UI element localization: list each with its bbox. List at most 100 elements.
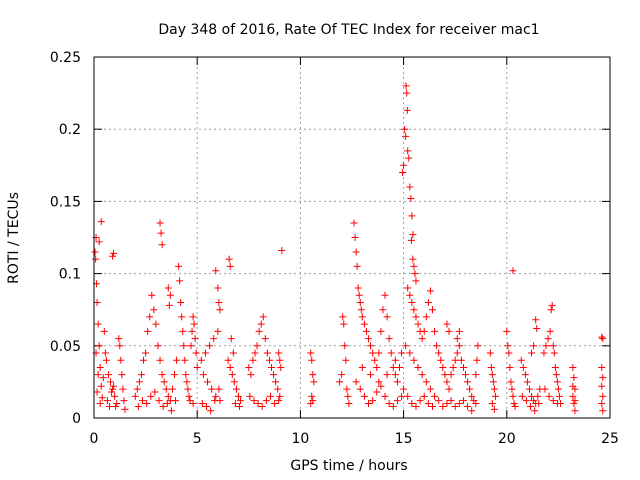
data-point xyxy=(197,356,205,364)
data-point xyxy=(381,291,389,299)
data-point xyxy=(230,378,238,386)
data-point xyxy=(406,349,414,357)
data-point xyxy=(360,320,368,328)
data-point xyxy=(531,407,539,415)
data-point xyxy=(375,349,383,357)
data-point xyxy=(379,306,387,314)
data-point xyxy=(202,402,210,410)
data-point xyxy=(176,277,184,285)
data-point xyxy=(162,385,170,393)
data-point xyxy=(206,342,214,350)
data-point xyxy=(409,231,417,239)
data-point xyxy=(441,371,449,379)
data-point xyxy=(258,402,266,410)
data-point xyxy=(102,356,110,364)
data-point xyxy=(487,363,495,371)
data-point xyxy=(198,400,206,408)
data-point xyxy=(533,324,541,332)
data-point xyxy=(274,385,282,393)
data-point xyxy=(354,284,362,292)
data-point xyxy=(165,301,173,309)
data-point xyxy=(187,342,195,350)
data-point xyxy=(411,270,419,278)
data-point xyxy=(270,371,278,379)
data-point xyxy=(246,392,254,400)
data-point xyxy=(375,378,383,386)
data-point xyxy=(369,349,377,357)
data-point xyxy=(381,392,389,400)
data-point xyxy=(598,333,606,341)
data-point xyxy=(121,405,129,413)
data-point xyxy=(424,400,432,408)
data-point xyxy=(211,397,219,405)
data-point xyxy=(166,291,174,299)
chart-title: Day 348 of 2016, Rate Of TEC Index for r… xyxy=(158,22,539,38)
data-point xyxy=(254,400,262,408)
data-point xyxy=(488,371,496,379)
data-point xyxy=(398,392,406,400)
data-point xyxy=(245,363,253,371)
data-point xyxy=(414,363,422,371)
data-point xyxy=(358,363,366,371)
data-point xyxy=(115,335,123,343)
data-point xyxy=(234,392,242,400)
data-point xyxy=(528,349,536,357)
data-point xyxy=(431,327,439,335)
data-point xyxy=(385,400,393,408)
data-point xyxy=(410,262,418,270)
grid-lines xyxy=(94,57,610,418)
data-point xyxy=(250,397,258,405)
data-point xyxy=(351,234,359,241)
data-point xyxy=(247,371,255,379)
data-point xyxy=(570,400,578,408)
y-tick-label: 0.15 xyxy=(50,194,81,210)
data-point xyxy=(180,342,188,350)
data-point xyxy=(107,378,115,386)
data-point xyxy=(355,291,363,299)
data-point xyxy=(308,392,316,400)
data-point xyxy=(418,371,426,379)
data-point xyxy=(418,335,426,343)
data-point xyxy=(170,371,178,379)
data-point xyxy=(190,320,198,328)
data-point xyxy=(156,356,164,364)
data-point xyxy=(389,402,397,410)
data-point xyxy=(224,356,232,364)
data-point xyxy=(395,363,403,371)
data-point xyxy=(426,385,434,393)
data-point xyxy=(214,284,222,292)
data-point xyxy=(151,388,159,396)
data-point xyxy=(353,262,361,270)
data-point xyxy=(109,252,117,260)
data-point xyxy=(405,154,413,162)
data-point xyxy=(101,349,109,357)
data-point xyxy=(443,320,451,328)
data-point xyxy=(517,356,525,364)
data-point xyxy=(358,313,366,321)
data-point xyxy=(188,327,196,335)
data-point xyxy=(404,392,412,400)
data-point xyxy=(542,342,550,350)
data-point xyxy=(275,397,283,405)
data-point xyxy=(100,327,108,335)
data-point xyxy=(457,356,465,364)
data-point xyxy=(340,320,348,328)
data-point xyxy=(599,335,607,343)
data-point xyxy=(428,402,436,410)
data-point xyxy=(179,327,187,335)
data-point xyxy=(523,378,531,386)
data-point xyxy=(451,356,459,364)
data-point xyxy=(489,378,497,386)
data-point xyxy=(201,349,209,357)
data-point xyxy=(468,392,476,400)
data-point xyxy=(540,349,548,357)
data-point xyxy=(109,385,117,393)
data-point xyxy=(278,246,286,254)
data-point xyxy=(310,378,318,386)
plot-frame xyxy=(93,56,611,419)
data-point xyxy=(93,298,101,306)
data-point xyxy=(215,298,223,306)
data-point xyxy=(157,229,165,237)
y-axis-label: ROTI / TECUs xyxy=(6,192,22,284)
data-point xyxy=(108,388,116,396)
